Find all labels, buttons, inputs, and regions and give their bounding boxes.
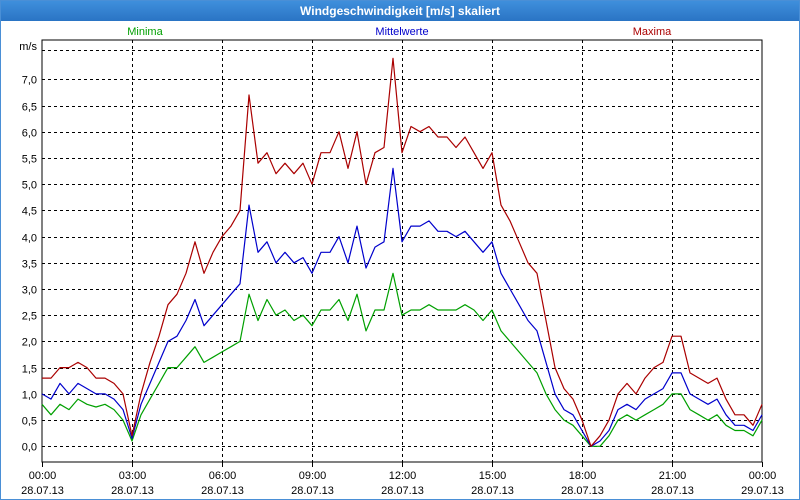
y-tick-label: 6,5 bbox=[22, 102, 37, 114]
y-tick-label: 6,0 bbox=[22, 128, 37, 140]
y-tick-label: 1,0 bbox=[22, 390, 37, 402]
series-line-minima bbox=[41, 272, 763, 447]
legend-entry-minima: Minima bbox=[127, 26, 163, 38]
x-tick-time: 09:00 bbox=[299, 470, 327, 482]
y-tick-label: 7,0 bbox=[22, 75, 37, 87]
x-tick-date: 28.07.13 bbox=[291, 485, 334, 497]
x-tick-time: 00:00 bbox=[749, 470, 777, 482]
series-layer bbox=[41, 57, 763, 447]
y-tick-label: 4,0 bbox=[22, 233, 37, 245]
axis-layer: 0,0 0,5 1,0 1,5 2,0 2,5 3,0 3,5 4,0 4,5 5,0 5,5 6,0 6… bbox=[19, 41, 784, 497]
series-line-maxima bbox=[42, 57, 763, 447]
series-line-mittelwerte bbox=[41, 167, 763, 447]
x-tick-date: 28.07.13 bbox=[21, 485, 64, 497]
y-axis-label: m/s bbox=[19, 41, 37, 53]
x-tick-date: 28.07.13 bbox=[561, 485, 604, 497]
y-tick-label: 5,5 bbox=[22, 154, 37, 166]
y-tick-label: 0,0 bbox=[22, 442, 37, 454]
legend-entry-mittelwerte: Mittelwerte bbox=[375, 26, 428, 38]
x-tick-time: 15:00 bbox=[479, 470, 507, 482]
y-tick-label: 2,0 bbox=[22, 337, 37, 349]
legend-layer: Minima Mittelwerte Maxima bbox=[127, 26, 672, 38]
x-tick-date: 28.07.13 bbox=[381, 485, 424, 497]
x-tick-date: 29.07.13 bbox=[741, 485, 784, 497]
x-tick-time: 00:00 bbox=[29, 470, 57, 482]
x-tick-date: 28.07.13 bbox=[651, 485, 694, 497]
x-tick-time: 03:00 bbox=[119, 470, 147, 482]
y-tick-label: 0,5 bbox=[22, 416, 37, 428]
x-tick-date: 28.07.13 bbox=[111, 485, 154, 497]
x-tick-date: 28.07.13 bbox=[471, 485, 514, 497]
x-tick-time: 18:00 bbox=[569, 470, 597, 482]
x-tick-time: 06:00 bbox=[209, 470, 237, 482]
y-tick-label: 2,5 bbox=[22, 311, 37, 323]
y-tick-label: 3,5 bbox=[22, 259, 37, 271]
window-title: Windgeschwindigkeit [m/s] skaliert bbox=[1, 1, 799, 21]
y-tick-label: 4,5 bbox=[22, 206, 37, 218]
legend-entry-maxima: Maxima bbox=[633, 26, 672, 38]
y-tick-label: 3,0 bbox=[22, 285, 37, 297]
x-tick-time: 21:00 bbox=[659, 470, 687, 482]
y-tick-label: 5,0 bbox=[22, 180, 37, 192]
y-tick-label: 1,5 bbox=[22, 364, 37, 376]
x-tick-date: 28.07.13 bbox=[201, 485, 244, 497]
x-tick-time: 12:00 bbox=[389, 470, 417, 482]
